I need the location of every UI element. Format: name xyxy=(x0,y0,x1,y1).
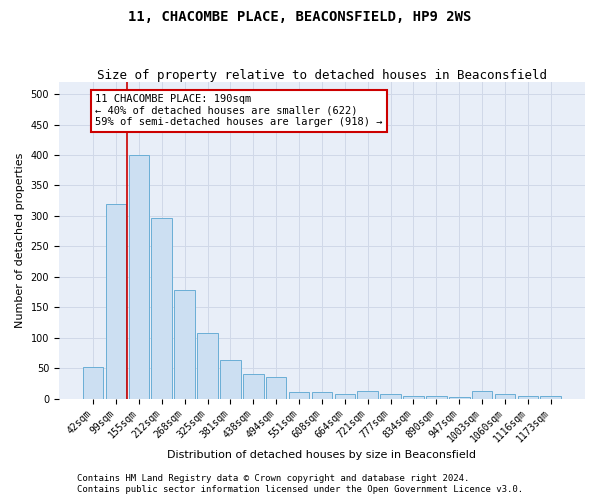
Bar xyxy=(266,378,286,398)
Bar xyxy=(403,396,424,398)
Bar xyxy=(472,392,493,398)
Bar xyxy=(289,392,310,398)
Bar xyxy=(243,374,263,398)
Text: 11, CHACOMBE PLACE, BEACONSFIELD, HP9 2WS: 11, CHACOMBE PLACE, BEACONSFIELD, HP9 2W… xyxy=(128,10,472,24)
Bar xyxy=(83,367,103,398)
Text: 11 CHACOMBE PLACE: 190sqm
← 40% of detached houses are smaller (622)
59% of semi: 11 CHACOMBE PLACE: 190sqm ← 40% of detac… xyxy=(95,94,383,128)
Bar xyxy=(197,333,218,398)
Bar xyxy=(106,204,126,398)
X-axis label: Distribution of detached houses by size in Beaconsfield: Distribution of detached houses by size … xyxy=(167,450,476,460)
Bar xyxy=(358,392,378,398)
Bar xyxy=(335,394,355,398)
Bar xyxy=(175,290,195,399)
Bar xyxy=(495,394,515,398)
Bar xyxy=(311,392,332,398)
Bar xyxy=(151,218,172,398)
Bar xyxy=(380,394,401,398)
Y-axis label: Number of detached properties: Number of detached properties xyxy=(15,152,25,328)
Text: Contains HM Land Registry data © Crown copyright and database right 2024.
Contai: Contains HM Land Registry data © Crown c… xyxy=(77,474,523,494)
Title: Size of property relative to detached houses in Beaconsfield: Size of property relative to detached ho… xyxy=(97,69,547,82)
Bar xyxy=(426,396,446,398)
Bar xyxy=(541,396,561,398)
Bar xyxy=(128,155,149,398)
Bar xyxy=(518,396,538,398)
Bar xyxy=(220,360,241,399)
Bar xyxy=(449,396,470,398)
